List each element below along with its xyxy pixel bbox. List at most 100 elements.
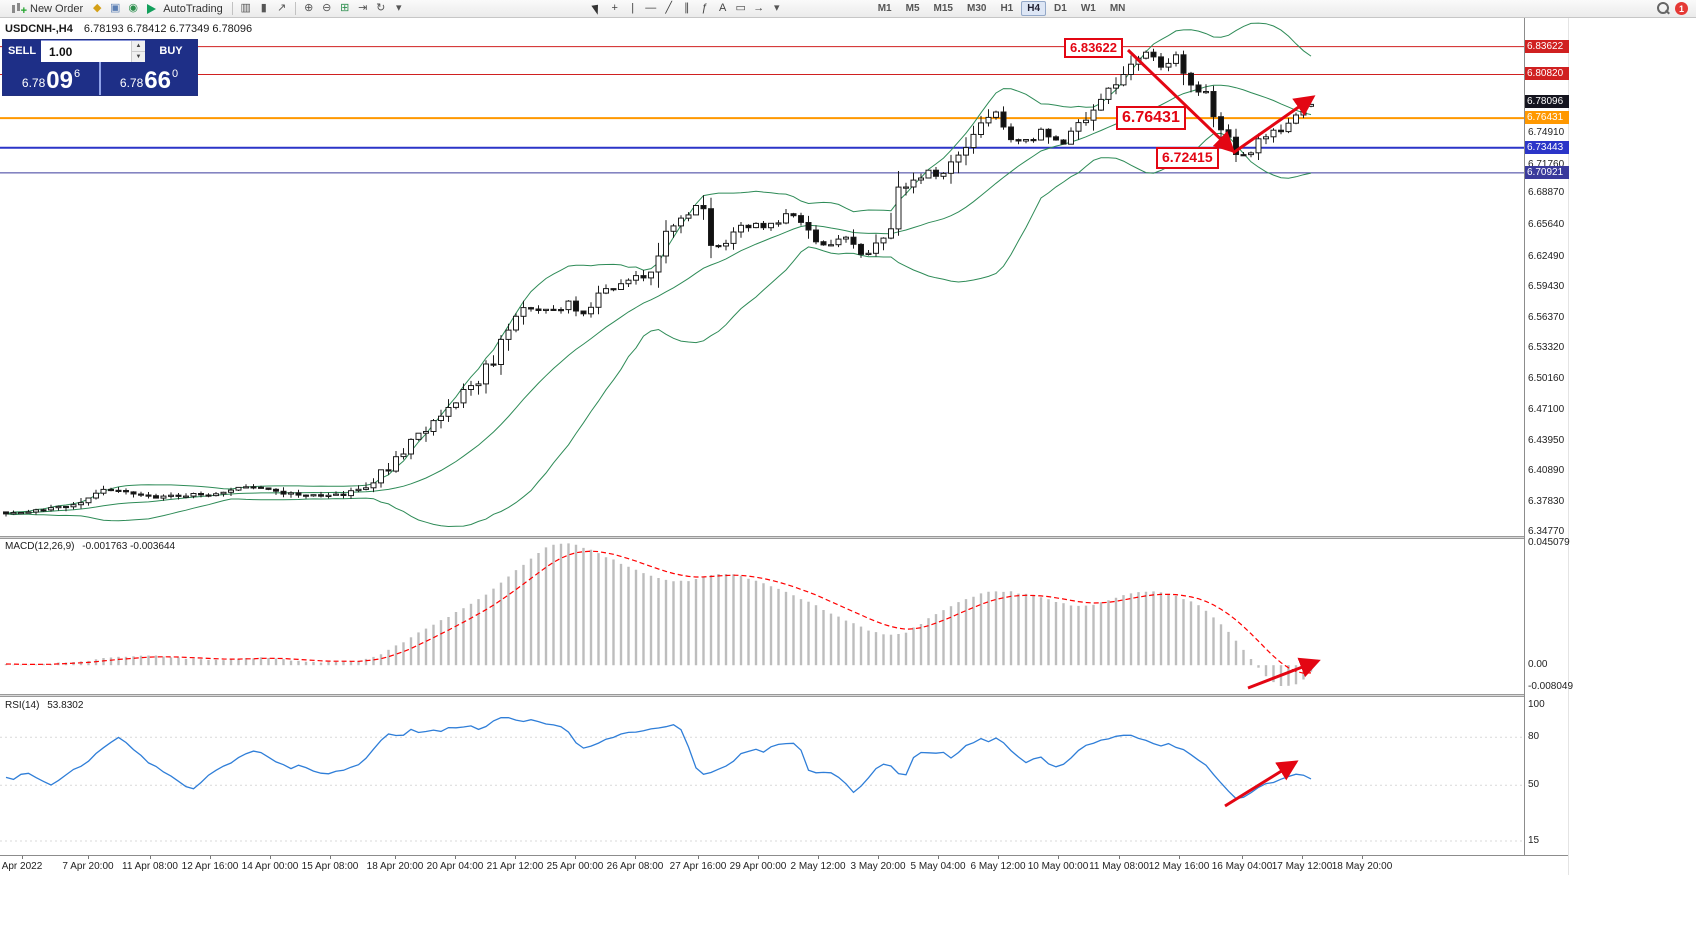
macd-trend-arrow[interactable] [1247, 657, 1321, 690]
price-tick-label: 6.43950 [1528, 435, 1565, 446]
toolbar-left-icons: ◆ ▣ ◉ [88, 1, 142, 16]
arrows-dropdown-icon[interactable]: ▾ [773, 2, 780, 14]
toolbar-window-icons: ⊞ ⇥ ↻ ▾ [336, 1, 408, 16]
crosshair-icon[interactable]: + [611, 2, 618, 14]
autotrading-button[interactable]: AutoTrading [142, 1, 228, 17]
time-axis-label: 15 Apr 08:00 [301, 861, 359, 872]
timeframe-d1[interactable]: D1 [1054, 3, 1067, 14]
volume-input[interactable]: 1.00 ▲ ▼ [41, 40, 145, 62]
rsi-chart-panel[interactable] [0, 697, 1524, 855]
sell-button[interactable]: SELL [3, 40, 41, 62]
time-tick [1179, 856, 1180, 859]
macd-values: -0.001763 -0.003644 [82, 541, 176, 552]
price-annotation[interactable]: 6.76431 [1116, 106, 1186, 130]
timeframe-h4[interactable]: H4 [1021, 1, 1047, 16]
macd-scale-label: -0.008049 [1528, 681, 1574, 692]
macd-chart-panel[interactable] [0, 539, 1524, 694]
price-tick-label: 6.50160 [1528, 373, 1565, 384]
sell-price-point: 6 [73, 68, 81, 80]
timeframe-m30[interactable]: M30 [966, 3, 987, 14]
time-axis-label: 5 May 04:00 [910, 861, 966, 872]
channel-icon[interactable]: ∥ [683, 2, 690, 14]
trendline-icon[interactable]: ╱ [665, 2, 673, 14]
time-tick [698, 856, 699, 859]
volume-spinner: ▲ ▼ [131, 41, 145, 62]
buy-price-point: 0 [171, 68, 179, 80]
line-chart-icon[interactable]: ↗ [277, 2, 287, 14]
toolbar-separator [231, 2, 233, 15]
time-axis-label: 14 Apr 00:00 [241, 861, 299, 872]
time-axis[interactable]: Apr 2022 7 Apr 20:00 11 Apr 08:00 12 Apr 16… [0, 855, 1568, 875]
quotes-icon[interactable]: ◉ [128, 2, 138, 14]
trend-arrow[interactable] [1232, 95, 1316, 155]
price-tick-label: 6.56370 [1528, 312, 1565, 323]
tile-windows-icon[interactable]: ⊞ [340, 2, 350, 14]
panel-separator[interactable] [0, 694, 1568, 697]
zoom-out-icon[interactable]: ⊖ [322, 2, 332, 14]
bar-chart-icon[interactable]: ▥ [240, 2, 251, 14]
zoom-in-icon[interactable]: ⊕ [304, 2, 314, 14]
rsi-name: RSI(14) [5, 700, 40, 711]
chart-shift-icon[interactable]: ⇥ [358, 2, 368, 14]
text-icon[interactable]: A [719, 2, 727, 14]
candlestick-chart-icon[interactable]: ▮ [260, 2, 267, 14]
notification-badge[interactable]: 1 [1675, 2, 1688, 15]
timeframe-mn[interactable]: MN [1109, 3, 1126, 14]
volume-down-button[interactable]: ▼ [132, 52, 145, 62]
timeframe-w1[interactable]: W1 [1080, 3, 1096, 14]
price-axis[interactable]: 6.74910 6.71760 6.68870 6.65640 6.62490 6.594… [1524, 18, 1573, 875]
search-icon[interactable] [1654, 1, 1671, 16]
timeframe-h1[interactable]: H1 [1000, 3, 1014, 14]
price-annotation[interactable]: 6.72415 [1156, 147, 1219, 169]
main-chart-panel[interactable] [0, 18, 1524, 536]
macd-signal-line[interactable] [5, 550, 1312, 674]
trend-arrow[interactable] [1126, 48, 1236, 154]
rsi-line[interactable] [5, 716, 1312, 800]
buy-price[interactable]: 6.78 66 0 [101, 62, 197, 95]
price-level-chip: 6.80820 [1525, 67, 1569, 80]
auto-scroll-icon[interactable]: ↻ [376, 2, 386, 14]
label-icon[interactable]: ▭ [735, 2, 746, 14]
horizontal-line-icon[interactable]: — [645, 2, 657, 14]
price-annotation[interactable]: 6.83622 [1064, 38, 1123, 59]
new-order-button[interactable]: New Order [4, 1, 88, 17]
time-axis-label: 2 May 12:00 [790, 861, 846, 872]
time-tick [998, 856, 999, 859]
candles-layer[interactable] [3, 48, 1314, 517]
macd-indicator-label: MACD(12,26,9) -0.001763 -0.003644 [5, 541, 175, 552]
price-tick-label: 6.68870 [1528, 187, 1565, 198]
rsi-trend-arrow[interactable] [1224, 760, 1299, 808]
rsi-scale-label: 80 [1528, 731, 1540, 742]
toolbar: New Order ◆ ▣ ◉ AutoTrading ▥ ▮ ↗ ⊕ ⊖ ⊞ ⇥ ↻ ▾ + |… [0, 0, 1696, 18]
timeframe-m1[interactable]: M1 [877, 3, 892, 14]
time-axis-label: 11 May 08:00 [1089, 861, 1149, 872]
fibonacci-icon[interactable]: ƒ [701, 2, 708, 14]
vertical-line-icon[interactable]: | [631, 2, 635, 14]
time-axis-label: 11 Apr 08:00 [122, 861, 178, 872]
panel-separator[interactable] [0, 536, 1568, 539]
cursor-icon[interactable] [588, 1, 606, 16]
bollinger-middle [5, 84, 1312, 515]
expert-advisors-icon[interactable]: ◆ [92, 2, 102, 14]
time-axis-label: 25 Apr 00:00 [546, 861, 604, 872]
macd-histogram[interactable] [4, 543, 1313, 686]
sell-price-prefix: 6.78 [21, 76, 46, 90]
time-axis-label: 10 May 00:00 [1027, 861, 1089, 872]
chart-tools-dropdown-icon[interactable]: ▾ [395, 2, 402, 14]
time-tick [150, 856, 151, 859]
timeframe-m5[interactable]: M5 [905, 3, 920, 14]
price-level-chip: 6.83622 [1525, 40, 1569, 53]
price-tick-label: 6.65640 [1528, 219, 1565, 230]
time-tick [1242, 856, 1243, 859]
sell-price[interactable]: 6.78 09 6 [3, 62, 99, 95]
timeframe-toolbar: M1 M5 M15 M30 H1 H4 D1 W1 MN [871, 1, 1133, 16]
new-order-icon [9, 1, 27, 17]
buy-button[interactable]: BUY [145, 40, 197, 62]
time-axis-label: 26 Apr 08:00 [606, 861, 664, 872]
volume-up-button[interactable]: ▲ [132, 41, 145, 52]
charts-icon[interactable]: ▣ [109, 2, 121, 14]
timeframe-m15[interactable]: M15 [933, 3, 953, 14]
arrows-icon[interactable]: → [753, 2, 765, 14]
price-level-lines[interactable] [0, 46, 1524, 174]
time-tick [1058, 856, 1059, 859]
